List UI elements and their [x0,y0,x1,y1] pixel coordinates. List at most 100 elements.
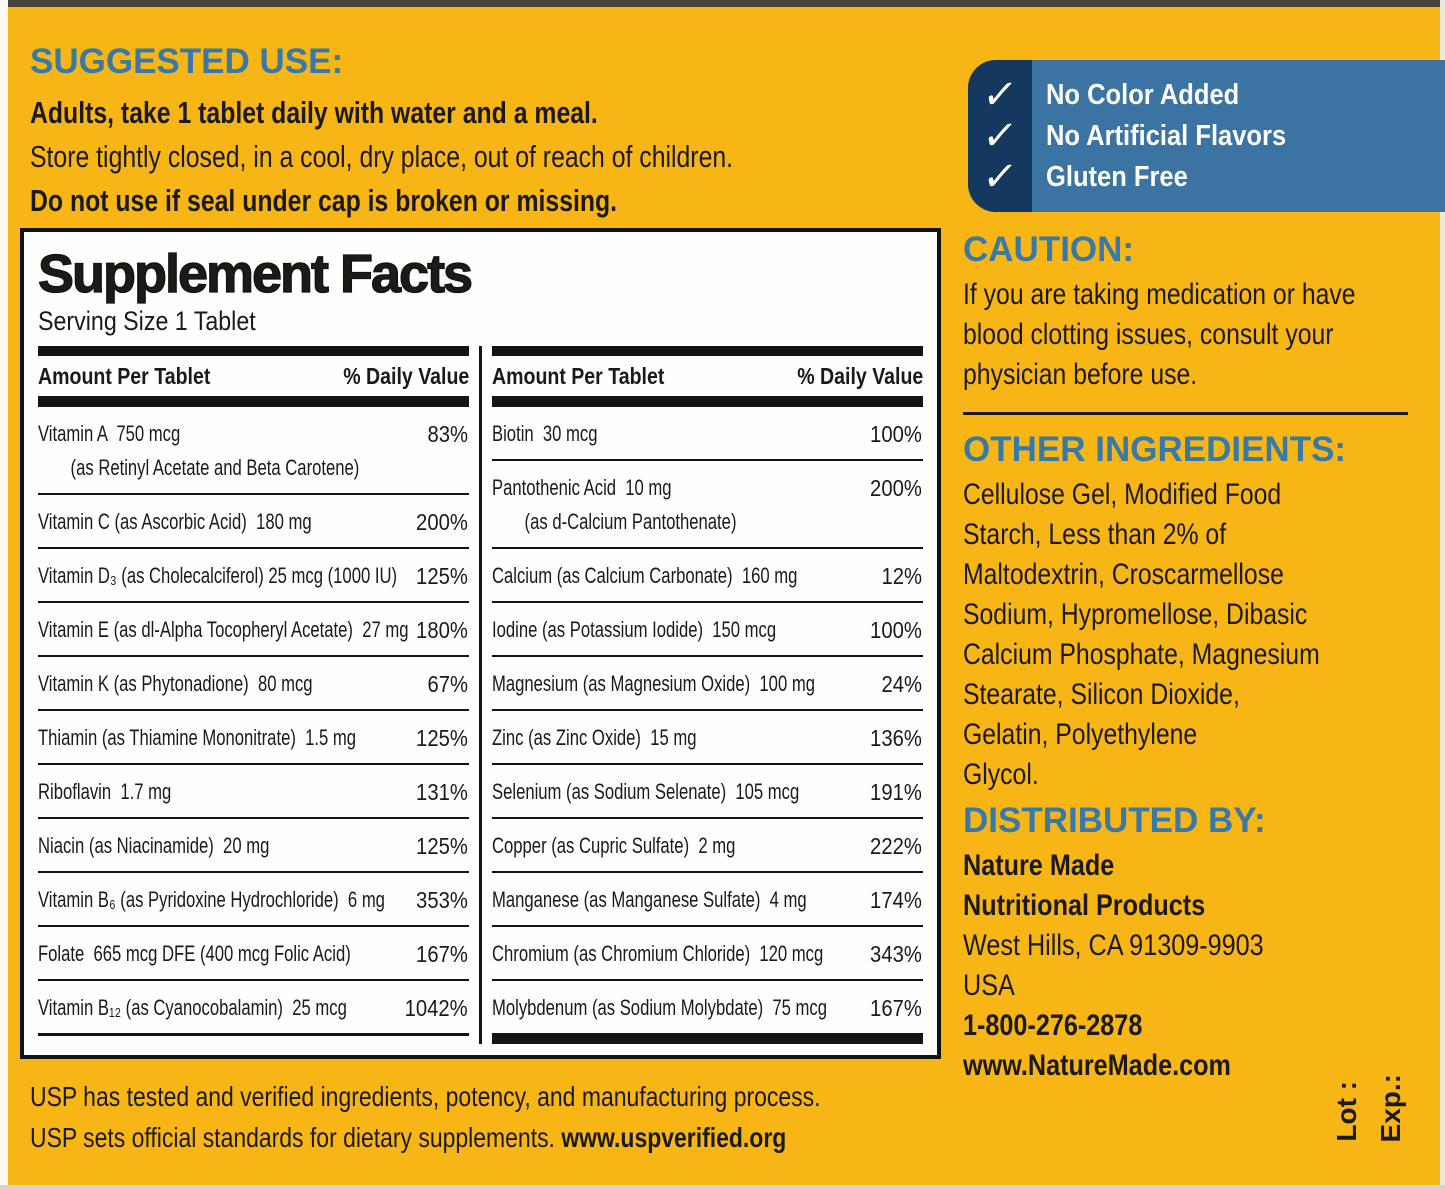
photo-edge-top [0,0,1445,7]
claim-label: No Color Added [1046,78,1240,111]
nutrient-name: Vitamin K (as Phytonadione) 80 mcg [38,671,313,696]
nutrient-name: Vitamin C (as Ascorbic Acid) 180 mg [38,509,312,534]
caution-heading: CAUTION: [963,230,1135,269]
ingredients-line: Gelatin, Polyethylene [963,718,1198,751]
claim-label: Gluten Free [1046,160,1188,193]
amount-per-tablet-header: Amount Per Tablet [38,363,211,389]
ingredients-line: Sodium, Hypromellose, Dibasic [963,598,1308,631]
nutrient-name: Niacin (as Niacinamide) 20 mg [38,833,270,858]
divider-bar [492,346,923,356]
usp-line-2-text: USP sets official standards for dietary … [30,1122,562,1153]
daily-value-header: % Daily Value [342,363,469,389]
distributor-address-1: West Hills, CA 91309-9903 [963,929,1264,962]
nutrient-name: Copper (as Cupric Sulfate) 2 mg [492,833,736,858]
photo-edge-bottom [0,1185,1445,1190]
nutrient-daily-value: 353% [416,887,468,913]
nutrient-row: Pantothenic Acid 10 mg (as d-Calcium Pan… [492,459,923,547]
ingredients-line: Maltodextrin, Croscarmellose [963,558,1284,591]
checkmark-icon: ✓ [980,154,1020,199]
nutrient-row: Manganese (as Manganese Sulfate) 4 mg 17… [492,871,923,925]
nutrient-row: Vitamin B₁₂ (as Cyanocobalamin) 25 mcg 1… [38,979,469,1033]
serving-size: Serving Size 1 Tablet [38,306,256,336]
supplement-facts-panel: Supplement Facts Serving Size 1 Tablet A… [20,228,941,1059]
nutrient-daily-value: 83% [427,421,468,447]
nutrient-daily-value: 125% [416,833,468,859]
nutrient-row: Selenium (as Sodium Selenate) 105 mcg 19… [492,763,923,817]
photo-edge-left [0,0,8,1190]
other-ingredients-heading: OTHER INGREDIENTS: [963,430,1347,469]
other-ingredients-text: Cellulose Gel, Modified Food Starch, Less… [963,475,1408,795]
caution-line: If you are taking medication or have [963,278,1356,311]
distributor-company-2: Nutritional Products [963,889,1206,922]
nutrient-subtext: (as Retinyl Acetate and Beta Carotene) [70,455,360,480]
caution-line: blood clotting issues, consult your [963,318,1334,351]
nutrient-daily-value: 200% [870,475,922,501]
lot-label: Lot : [1331,1081,1362,1142]
nutrient-name: Magnesium (as Magnesium Oxide) 100 mg [492,671,815,696]
supplement-facts-title: Supplement Facts [37,243,473,304]
photo-edge-right [1440,0,1445,1190]
nutrient-daily-value: 174% [870,887,922,913]
suggested-use-line-1: Adults, take 1 tablet daily with water a… [30,95,598,130]
distributor-phone: 1-800-276-2878 [963,1009,1143,1042]
nutrient-columns: Amount Per Tablet % Daily Value Vitamin … [38,346,923,1044]
ingredients-line: Calcium Phosphate, Magnesium [963,638,1320,671]
distributor-address-2: USA [963,969,1015,1002]
claims-badge-check-panel: ✓ ✓ ✓ [968,60,1032,212]
nutrient-name: Vitamin A 750 mcg [38,421,181,446]
divider-line [38,1033,469,1036]
nutrient-daily-value: 125% [416,725,468,751]
section-divider [963,412,1408,415]
column-divider [479,346,482,1044]
divider-bar [38,346,469,356]
nutrient-name: Zinc (as Zinc Oxide) 15 mg [492,725,697,750]
nutrient-name: Vitamin E (as dl-Alpha Tocopheryl Acetat… [38,617,409,642]
claims-badge-text-panel: No Color Added No Artificial Flavors Glu… [1032,60,1319,212]
nutrient-daily-value: 100% [870,421,922,447]
nutrient-column-left: Amount Per Tablet % Daily Value Vitamin … [38,346,469,1044]
column-header-left: Amount Per Tablet % Daily Value [38,356,469,396]
nutrient-row: Vitamin B₆ (as Pyridoxine Hydrochloride)… [38,871,469,925]
nutrient-row: Vitamin E (as dl-Alpha Tocopheryl Acetat… [38,601,469,655]
nutrient-daily-value: 24% [881,671,922,697]
suggested-use-heading: SUGGESTED USE: [30,42,344,81]
nutrient-name: Folate 665 mcg DFE (400 mcg Folic Acid) [38,941,351,966]
nutrient-row: Niacin (as Niacinamide) 20 mg 125% [38,817,469,871]
nutrient-daily-value: 131% [416,779,468,805]
nutrient-row: Riboflavin 1.7 mg 131% [38,763,469,817]
nutrient-row: Vitamin C (as Ascorbic Acid) 180 mg 200% [38,493,469,547]
nutrient-daily-value: 222% [870,833,922,859]
ingredients-line: Starch, Less than 2% of [963,518,1227,551]
nutrient-daily-value: 125% [416,563,468,589]
nutrient-name: Molybdenum (as Sodium Molybdate) 75 mcg [492,995,828,1020]
nutrient-column-right: Amount Per Tablet % Daily Value Biotin 3… [492,346,923,1044]
nutrient-row: Molybdenum (as Sodium Molybdate) 75 mcg … [492,979,923,1033]
nutrient-row: Magnesium (as Magnesium Oxide) 100 mg 24… [492,655,923,709]
nutrient-row: Zinc (as Zinc Oxide) 15 mg 136% [492,709,923,763]
claims-badge: ✓ ✓ ✓ No Color Added No Artificial Flavo… [968,60,1445,212]
nutrient-name: Pantothenic Acid 10 mg [492,475,672,500]
nutrient-row: Vitamin D₃ (as Cholecalciferol) 25 mcg (… [38,547,469,601]
nutrient-name: Vitamin D₃ (as Cholecalciferol) 25 mcg (… [38,563,398,588]
nutrient-rows-right: Biotin 30 mcg 100% Pantothenic Acid 10 m… [492,405,923,1033]
daily-value-header: % Daily Value [796,363,923,389]
nutrient-row: Calcium (as Calcium Carbonate) 160 mg 12… [492,547,923,601]
divider-bar-bottom [492,1033,923,1044]
nutrient-row: Chromium (as Chromium Chloride) 120 mcg … [492,925,923,979]
divider-bar [38,396,469,405]
nutrient-row: Iodine (as Potassium Iodide) 150 mcg 100… [492,601,923,655]
nutrient-row: Thiamin (as Thiamine Mononitrate) 1.5 mg… [38,709,469,763]
exp-label: Exp.: [1375,1073,1406,1142]
usp-verified-url: www.uspverified.org [561,1122,787,1153]
nutrient-name: Calcium (as Calcium Carbonate) 160 mg [492,563,798,588]
usp-line-2: USP sets official standards for dietary … [30,1117,820,1158]
distributed-by-heading: DISTRIBUTED BY: [963,801,1266,840]
caution-line: physician before use. [963,358,1198,391]
nutrient-row: Vitamin A 750 mcg (as Retinyl Acetate an… [38,405,469,493]
nutrient-name: Selenium (as Sodium Selenate) 105 mcg [492,779,800,804]
caution-text: If you are taking medication or have bloo… [963,275,1408,395]
divider-bar [492,396,923,405]
nutrient-daily-value: 100% [870,617,922,643]
checkmark-icon: ✓ [980,72,1020,117]
nutrient-daily-value: 1042% [404,995,468,1021]
